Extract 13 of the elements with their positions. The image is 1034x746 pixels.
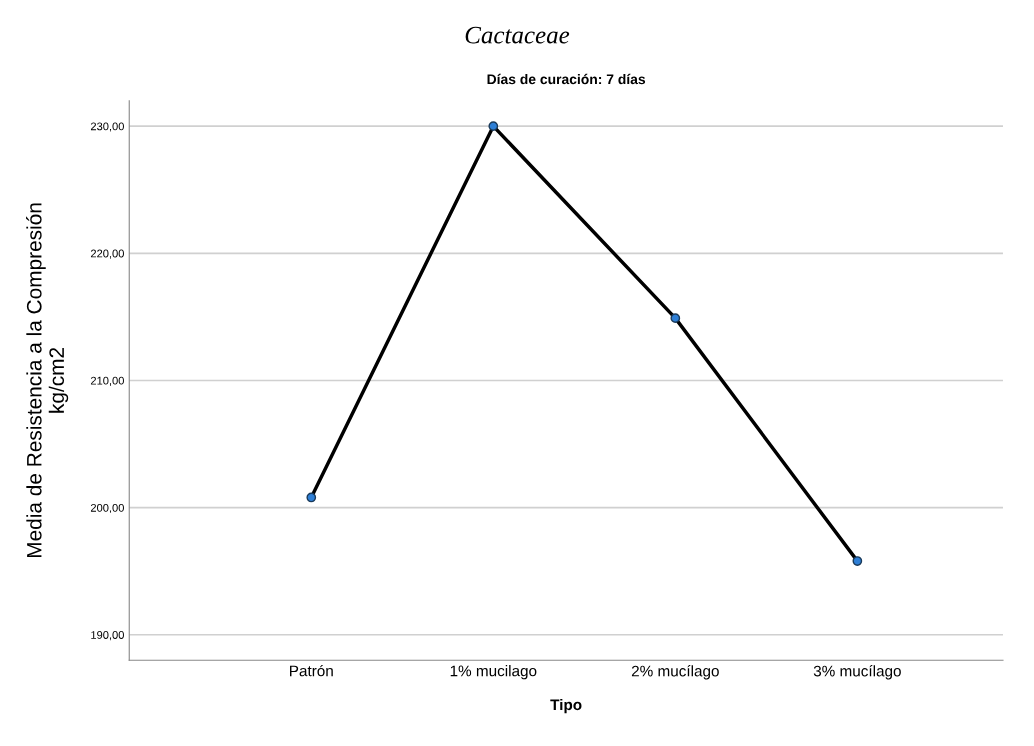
chart-title: Cactaceae bbox=[465, 26, 570, 44]
y-tick-label: 230,00 bbox=[90, 122, 124, 132]
chart-subtitle: Días de curación: 7 días bbox=[487, 73, 646, 85]
x-tick-label: 1% mucilago bbox=[450, 665, 537, 680]
x-tick-label: 2% mucílago bbox=[631, 665, 719, 680]
x-tick-label: Patrón bbox=[290, 664, 333, 677]
y-tick-label: 190,00 bbox=[91, 631, 124, 641]
y-tick-label: 210,00 bbox=[90, 376, 124, 386]
x-axis-title: Tipo bbox=[550, 698, 582, 714]
x-tick-label: 3% mucílago bbox=[813, 665, 901, 680]
y-tick-label: 220,00 bbox=[90, 249, 124, 259]
y-axis-title: Media de Resistencia a la Compresión kg/cm2 bbox=[26, 203, 69, 558]
y-tick-label: 200,00 bbox=[90, 503, 124, 514]
